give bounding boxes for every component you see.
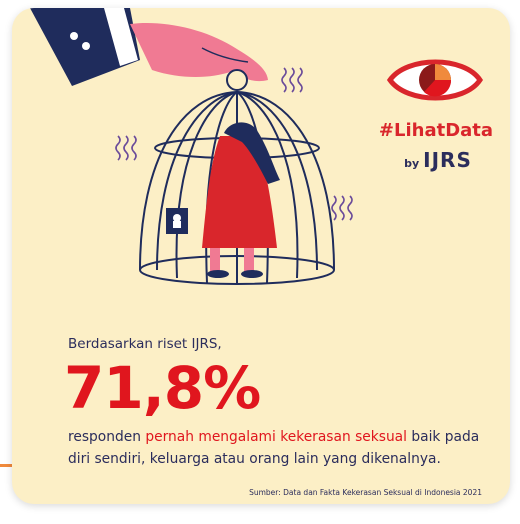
text: baik pada diri sendiri, keluarga atau or… xyxy=(68,429,480,467)
iris-slice xyxy=(435,64,451,80)
shoe xyxy=(241,270,263,278)
button xyxy=(82,42,90,50)
lock-hole xyxy=(173,221,181,228)
shoe xyxy=(207,270,229,278)
hand xyxy=(130,22,268,82)
org-logo: IJRS xyxy=(423,148,472,172)
intro: Berdasarkan riset IJRS, xyxy=(68,336,222,352)
leg xyxy=(210,248,220,272)
text: responden xyxy=(68,429,141,445)
hand-outline xyxy=(201,47,249,63)
description: responden pernah mengalami kekerasan sek… xyxy=(68,426,498,470)
highlight: pernah mengalami kekerasan seksual xyxy=(145,429,407,445)
squiggles xyxy=(115,67,353,221)
byline: by IJRS xyxy=(388,148,488,172)
source: Sumber: Data dan Fakta Kekerasan Seksual… xyxy=(249,488,482,497)
leg xyxy=(244,248,254,272)
illustration xyxy=(30,8,484,285)
button xyxy=(70,32,78,40)
cuff xyxy=(104,8,138,66)
infographic-card: #LihatData by IJRS Berdasarkan riset IJRS… xyxy=(12,8,510,504)
lock-hole xyxy=(173,214,181,222)
hair xyxy=(224,122,280,184)
statistic: 71,8% xyxy=(64,354,261,422)
iris-slice xyxy=(424,80,452,97)
hashtag: #LihatData xyxy=(378,120,494,141)
by: by xyxy=(404,157,420,170)
